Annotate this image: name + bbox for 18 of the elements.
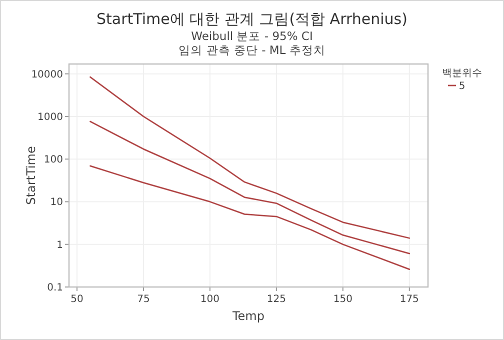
y-tick-label: 100 [44, 154, 63, 166]
y-tick-label: 1 [56, 240, 63, 251]
x-tick-label: 75 [137, 294, 150, 305]
y-tick-label: 10 [50, 197, 63, 208]
y-tick-label: 10000 [31, 69, 63, 80]
chart-title: StartTime에 대한 관계 그림(적합 Arrhenius) [96, 10, 408, 28]
y-axis-title: StartTime [24, 146, 38, 205]
x-tick-label: 100 [200, 294, 220, 305]
x-tick-label: 50 [70, 294, 84, 305]
x-tick-label: 125 [266, 294, 286, 305]
y-tick-label: 0.1 [47, 282, 63, 294]
legend-title: 백분위수 [442, 68, 482, 79]
x-tick-label: 175 [400, 294, 419, 305]
x-tick-label: 150 [333, 294, 352, 305]
chart-subtitle: Weibull 분포 - 95% CI 임의 관측 중단 - ML 추정치 [178, 29, 326, 57]
y-tick-label: 1000 [38, 112, 63, 123]
legend-label: 5 [458, 81, 466, 92]
x-axis-title: Temp [232, 309, 264, 323]
